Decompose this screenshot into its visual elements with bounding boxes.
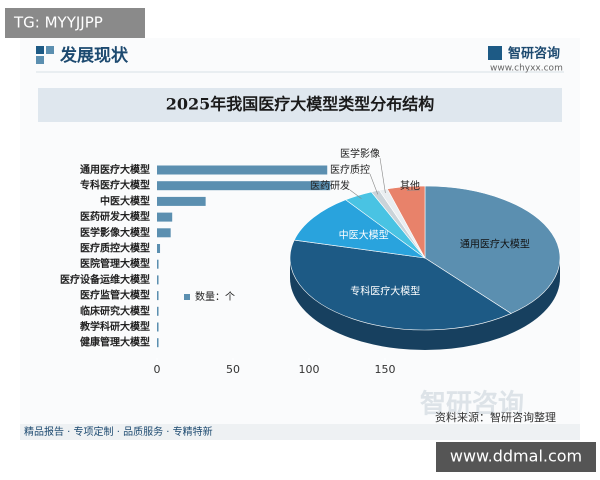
leader-line — [369, 173, 379, 195]
bar — [157, 165, 328, 175]
y-tick-label: 通用医疗大模型 — [80, 163, 150, 176]
logo-icon — [488, 46, 502, 60]
slice-label: 中医大模型 — [339, 229, 389, 242]
y-tick-label: 医院管理大模型 — [80, 257, 150, 270]
header-logo: 智研咨询 — [508, 46, 560, 62]
leader-line — [349, 189, 362, 199]
watermark-box — [436, 442, 596, 472]
leader-line — [379, 157, 386, 193]
x-tick-label: 150 — [375, 363, 396, 376]
y-tick-label: 专科医疗大模型 — [80, 179, 150, 192]
x-tick-label: 100 — [299, 363, 320, 376]
slice-label: 医疗质控 — [330, 163, 370, 176]
charts: 0 50 100 150通用医疗大模型专科医疗大模型中医大模型医药研发大模型医学影像大… — [60, 147, 561, 376]
y-tick-label: 中医大模型 — [100, 194, 150, 207]
pie-slice — [289, 239, 512, 331]
x-tick-label: 50 — [226, 363, 240, 376]
slice-label: 专科医疗大模型 — [350, 284, 420, 297]
y-tick-label: 医疗设备运维大模型 — [60, 273, 150, 286]
bar — [157, 181, 331, 191]
banner — [38, 88, 562, 122]
bar — [157, 291, 159, 301]
banner-title: 2025年我国医疗大模型类型分布结构 — [166, 95, 435, 114]
footer-tagline: 精品报告 · 专项定制 · 品质服务 · 专精特新 — [24, 425, 213, 438]
watermark-bottom: www.ddmal.com — [450, 447, 582, 466]
bar — [157, 306, 159, 316]
header-title: 发展现状 — [59, 45, 129, 66]
header-url: www.chyxx.com — [490, 64, 563, 74]
footer-bar — [20, 424, 580, 440]
slice-label: 医药研发 — [310, 179, 350, 192]
pie-slice — [386, 185, 426, 259]
legend-label: 数量：个 — [195, 290, 235, 303]
icon — [46, 46, 54, 54]
logo-watermark: 智研咨询 — [420, 389, 524, 420]
icon — [36, 46, 44, 54]
slice-label: 其他 — [400, 179, 420, 192]
bar — [157, 338, 159, 348]
bar — [157, 196, 206, 206]
bar — [157, 228, 171, 238]
pie-slice — [293, 199, 426, 259]
slice-label: 通用医疗大模型 — [460, 238, 530, 251]
bar — [157, 322, 159, 332]
bar — [157, 275, 159, 285]
y-tick-label: 教学科研大模型 — [79, 320, 150, 333]
icon — [36, 56, 44, 64]
y-tick-label: 医药研发大模型 — [80, 210, 150, 223]
y-tick-label: 健康管理大模型 — [80, 336, 150, 349]
x-tick-label: 0 — [154, 363, 161, 376]
source: 资料来源：智研咨询整理 — [435, 410, 556, 424]
y-tick-label: 临床研究大模型 — [80, 304, 150, 317]
watermark-box — [5, 8, 145, 38]
y-tick-label: 医疗监管大模型 — [80, 289, 150, 302]
y-tick-label: 医疗质控大模型 — [80, 242, 150, 255]
slice-label: 医学影像 — [340, 147, 380, 160]
bar — [157, 259, 159, 269]
legend-swatch — [184, 294, 190, 300]
bar — [157, 212, 173, 222]
bar — [157, 244, 161, 253]
watermark-top: TG: MYYJJPP — [13, 14, 103, 32]
y-tick-label: 医学影像大模型 — [80, 226, 150, 239]
pie-slice — [424, 185, 561, 314]
